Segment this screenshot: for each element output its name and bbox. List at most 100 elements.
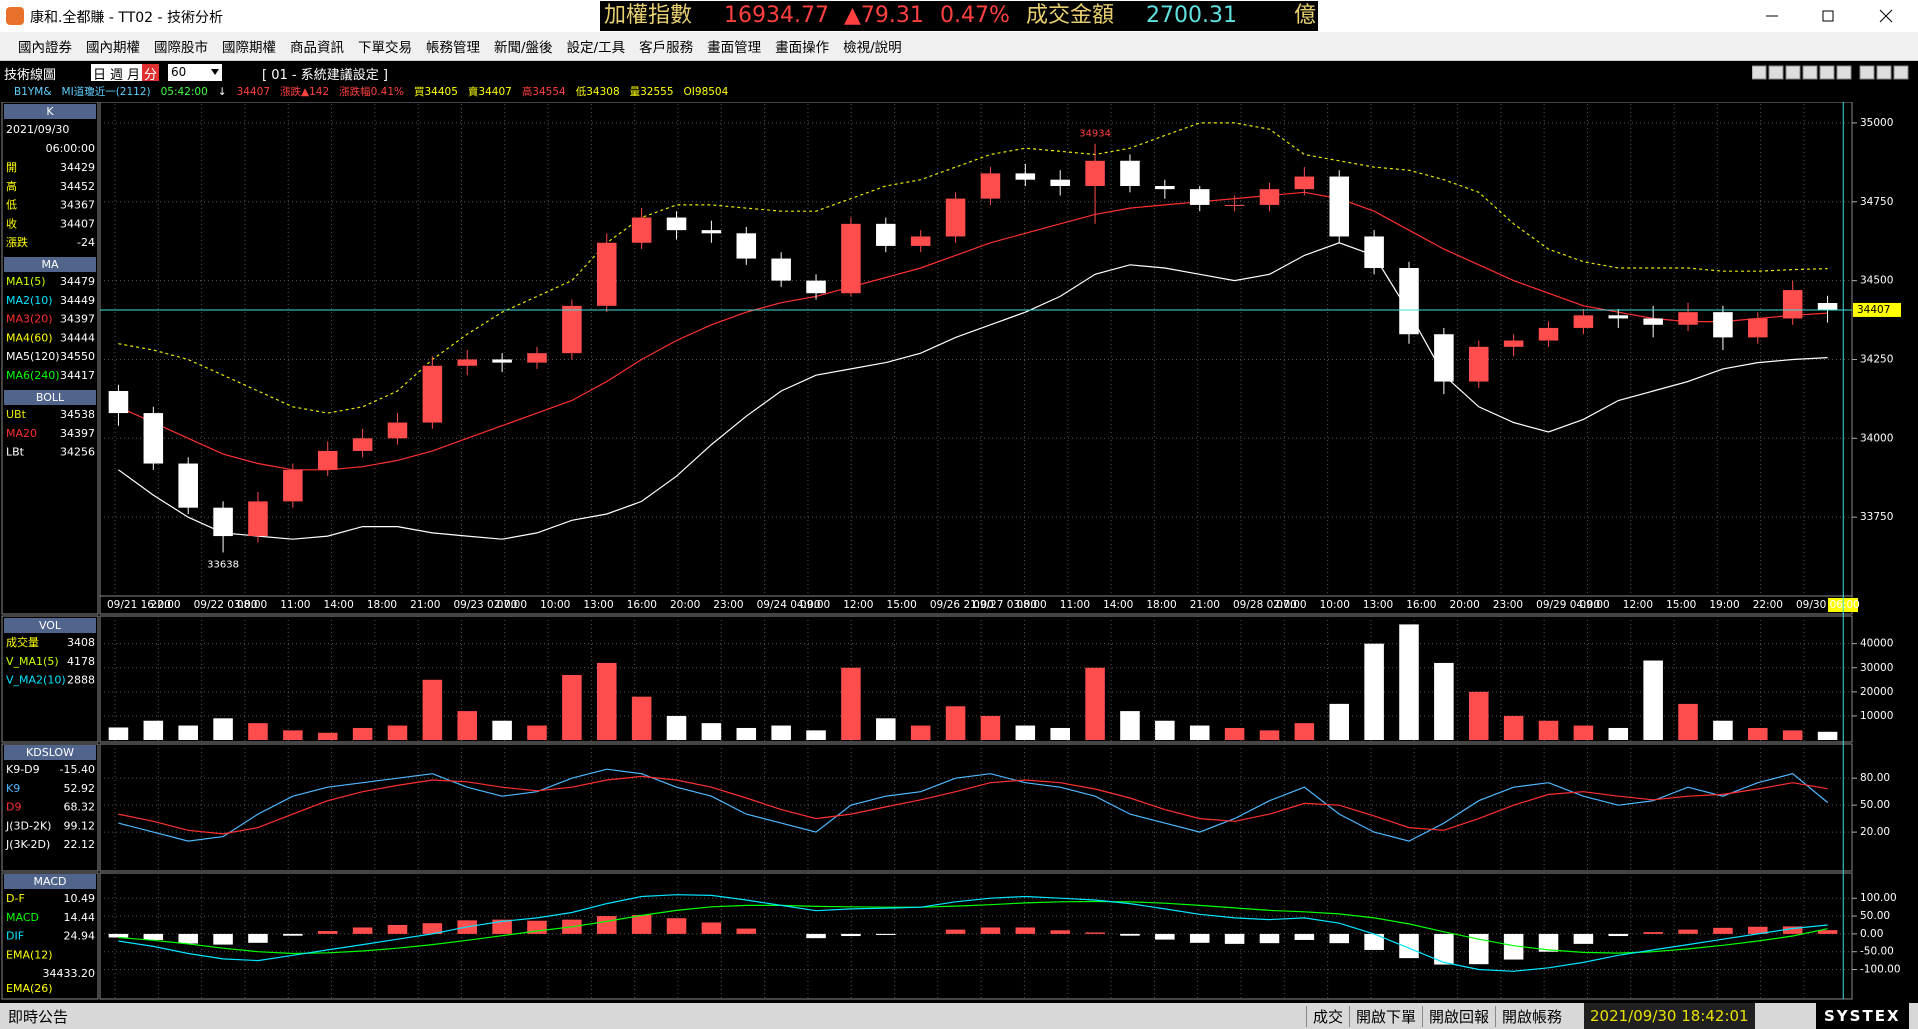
candle-body — [527, 353, 547, 363]
period-button[interactable]: 分 — [142, 64, 160, 83]
candle-body — [283, 469, 303, 502]
menu-item[interactable]: 客戶服務 — [639, 40, 694, 56]
period-button[interactable]: 日 — [93, 68, 107, 83]
period-button[interactable]: 月 — [127, 68, 141, 83]
time-label: 14:00 — [324, 599, 354, 611]
macd-bar — [1224, 933, 1245, 944]
menu-item[interactable]: 國內期權 — [86, 40, 140, 56]
y-tick-label: 50.00 — [1860, 910, 1890, 922]
restore[interactable] — [1822, 10, 1834, 22]
menu-item[interactable]: 下單交易 — [358, 40, 412, 56]
menu-item[interactable]: 設定/工具 — [566, 40, 626, 56]
last-price-tag — [1853, 302, 1901, 317]
low-annotation: 33638 — [207, 559, 239, 570]
time-label: 09/21 16:00 — [107, 599, 171, 611]
candle-body — [457, 359, 478, 366]
quote-field: 買34405 — [414, 86, 458, 98]
period-button[interactable]: 週 — [110, 68, 124, 83]
macd-bar — [283, 933, 303, 936]
y-tick-label: 80.00 — [1860, 772, 1890, 784]
volume-bar — [771, 725, 791, 740]
volume-bar — [1538, 720, 1559, 740]
macd-bar — [1573, 933, 1594, 944]
y-tick-label: 34250 — [1860, 353, 1893, 365]
volume-bar — [945, 706, 966, 740]
indicator-name: MA20 — [6, 427, 37, 440]
volume-bar — [178, 725, 198, 740]
interval-select[interactable]: 60 — [168, 64, 222, 81]
macd-bar — [492, 919, 512, 934]
time-label: 09/30 06:00 — [1796, 599, 1860, 611]
window-controls[interactable] — [1740, 0, 1918, 32]
menu-item[interactable]: 國際股市 — [154, 40, 208, 56]
setting-name[interactable]: [ 01 - 系統建議設定 ] — [262, 68, 388, 83]
macd-bar — [1294, 933, 1315, 940]
volume-bar — [283, 730, 303, 740]
indicator-name: MA6(240) — [6, 369, 60, 382]
menu-item[interactable]: 畫面管理 — [707, 40, 762, 56]
close[interactable] — [1879, 9, 1893, 23]
macd-bar — [1155, 933, 1175, 940]
time-label: 18:00 — [367, 599, 397, 611]
time-label: 11:00 — [1060, 599, 1090, 611]
volume-bar — [1050, 727, 1070, 740]
ticker-name: 加權指數 — [604, 3, 693, 28]
y-tick-label: -100.00 — [1860, 964, 1901, 976]
status-button[interactable]: 開啟帳務 — [1495, 1006, 1568, 1027]
status-button[interactable]: 開啟下單 — [1349, 1006, 1422, 1027]
macd-bar — [143, 933, 164, 940]
period-buttons: 日週月分 — [91, 64, 160, 83]
indicator-name: 2021/09/30 — [6, 123, 69, 136]
y-tick-label: 34000 — [1860, 432, 1893, 444]
indicator-name: EMA(12) — [6, 948, 53, 961]
quote-field: 34407 — [236, 85, 271, 98]
macd-bar — [178, 933, 198, 944]
menu-item[interactable]: 畫面操作 — [775, 40, 830, 56]
ticker-price: 16934.77 — [724, 3, 829, 28]
candle-body — [1817, 303, 1838, 310]
status-button[interactable]: 開啟回報 — [1422, 1006, 1495, 1027]
volume-bar — [422, 679, 443, 740]
chart-tool-buttons[interactable] — [1752, 65, 1914, 81]
volume-bar — [1678, 703, 1698, 740]
boll-upper — [118, 122, 1828, 414]
notice[interactable]: 即時公告 — [8, 1008, 69, 1026]
time-label: 12:00 — [843, 599, 873, 611]
macd-bar — [1085, 932, 1105, 934]
menu-item[interactable]: 商品資訊 — [290, 40, 344, 56]
menu-item[interactable]: 帳務管理 — [426, 40, 480, 56]
time-label: 21:00 — [410, 599, 440, 611]
macd-bar — [1817, 930, 1838, 934]
time-label: 13:00 — [583, 599, 613, 611]
macd-bar — [248, 933, 268, 943]
ticker-pct: 0.47% — [940, 3, 1010, 28]
indicator-name: MA1(5) — [6, 275, 46, 288]
macd-bar — [1608, 933, 1629, 937]
panel-frame — [99, 743, 1853, 872]
time-label: 09/27 03:00 — [973, 599, 1037, 611]
indicator-value: 34479 — [60, 275, 95, 288]
quote-field: 漲跌▲142 — [280, 86, 330, 98]
panel-frame — [99, 102, 1853, 615]
candle-body — [1120, 160, 1140, 186]
volume-bar — [631, 696, 652, 740]
menu-item[interactable]: 國際期權 — [222, 40, 276, 56]
macd-bar — [1364, 933, 1384, 950]
candle-body — [143, 413, 164, 464]
indicator-name: LBt — [6, 446, 25, 459]
menu-item[interactable]: 檢視/說明 — [843, 40, 902, 56]
volume-bar — [701, 723, 722, 740]
time-label: 20:00 — [1450, 599, 1480, 611]
volume-bar — [317, 732, 338, 740]
candle-body — [1643, 318, 1663, 325]
candle-body — [178, 463, 198, 508]
volume-bar — [1155, 720, 1175, 740]
menu-item[interactable]: 新聞/盤後 — [494, 40, 553, 56]
panel-frame — [99, 872, 1853, 1000]
menu-item[interactable]: 國內證券 — [18, 40, 72, 56]
status-button[interactable]: 成交 — [1306, 1006, 1349, 1027]
volume-bar — [1468, 691, 1489, 740]
volume-bar — [457, 711, 478, 740]
panel-header — [4, 257, 96, 272]
